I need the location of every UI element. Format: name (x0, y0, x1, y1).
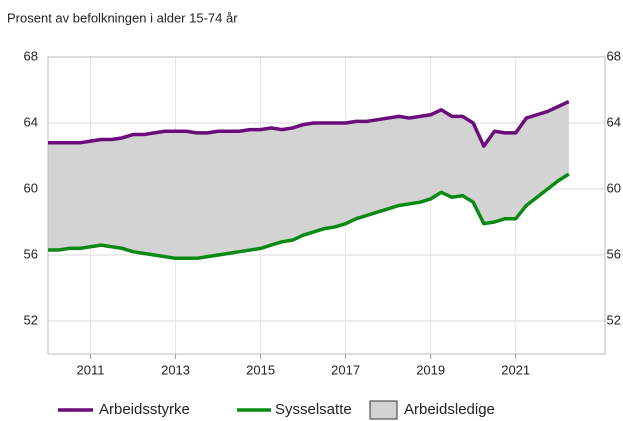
y2-tick-label: 56 (607, 246, 621, 261)
y2-tick-label: 60 (607, 180, 621, 195)
legend-label: Arbeidsledige (404, 401, 495, 418)
chart-subtitle: Prosent av befolkningen i alder 15-74 år (7, 10, 238, 25)
y2-tick-label: 64 (607, 114, 621, 129)
series-line (48, 99, 570, 148)
x-tick-label: 2015 (246, 362, 275, 377)
x-tick-label: 2021 (501, 362, 530, 377)
x-tick-label: 2011 (77, 362, 105, 377)
x-tick-label: 2019 (416, 362, 445, 377)
x-tick-label: 2017 (331, 362, 360, 377)
y2-tick-label: 68 (607, 48, 621, 63)
y-tick-label: 68 (24, 48, 38, 63)
series-line (48, 172, 570, 261)
y-tick-label: 60 (24, 180, 38, 195)
legend-swatch (369, 400, 398, 420)
legend-label: Arbeidsstyrke (99, 401, 190, 418)
x-tick-label: 2013 (161, 362, 190, 377)
y-tick-label: 56 (24, 246, 38, 261)
plot-border (47, 56, 606, 355)
y-tick-label: 64 (24, 114, 38, 129)
legend-label: Sysselsatte (275, 401, 352, 418)
y-tick-label: 52 (24, 312, 38, 327)
y2-tick-label: 52 (607, 312, 621, 327)
band-area (48, 101, 569, 259)
